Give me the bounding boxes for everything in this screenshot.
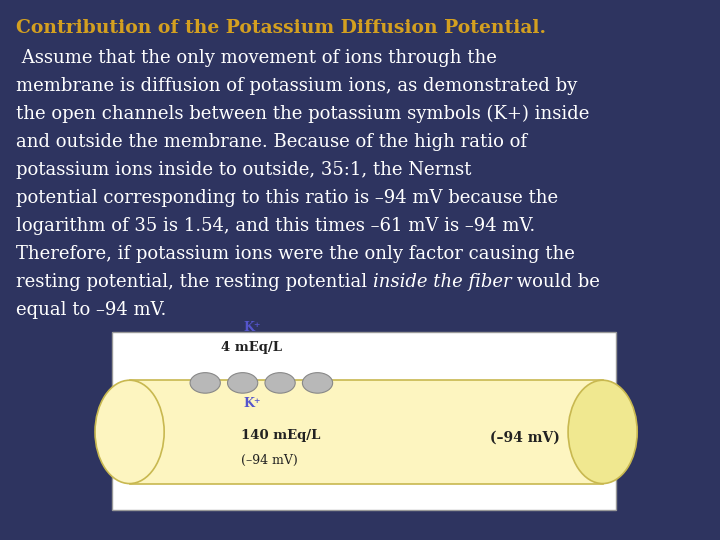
Ellipse shape — [302, 373, 333, 393]
Text: would be: would be — [511, 273, 600, 291]
Text: Therefore, if potassium ions were the only factor causing the: Therefore, if potassium ions were the on… — [16, 245, 575, 263]
Text: and outside the membrane. Because of the high ratio of: and outside the membrane. Because of the… — [16, 133, 527, 151]
Ellipse shape — [568, 380, 637, 484]
Text: Assume that the only movement of ions through the: Assume that the only movement of ions th… — [16, 49, 497, 66]
Ellipse shape — [265, 373, 295, 393]
Ellipse shape — [190, 373, 220, 393]
Text: logarithm of 35 is 1.54, and this times –61 mV is –94 mV.: logarithm of 35 is 1.54, and this times … — [16, 217, 535, 235]
Text: K⁺: K⁺ — [243, 397, 261, 410]
Text: 140 mEq/L: 140 mEq/L — [241, 429, 320, 442]
Bar — [112, 332, 616, 510]
Text: the open channels between the potassium symbols (K+) inside: the open channels between the potassium … — [16, 105, 589, 123]
Ellipse shape — [228, 373, 258, 393]
Text: equal to –94 mV.: equal to –94 mV. — [16, 301, 166, 319]
Text: resting potential, the resting potential: resting potential, the resting potential — [16, 273, 373, 291]
Text: (–94 mV): (–94 mV) — [490, 430, 559, 444]
Bar — [130, 380, 603, 484]
Text: Contribution of the Potassium Diffusion Potential.: Contribution of the Potassium Diffusion … — [16, 19, 546, 37]
Text: K⁺: K⁺ — [243, 321, 261, 334]
Text: potassium ions inside to outside, 35:1, the Nernst: potassium ions inside to outside, 35:1, … — [16, 161, 471, 179]
Text: inside the fiber: inside the fiber — [373, 273, 511, 291]
Text: (–94 mV): (–94 mV) — [241, 454, 298, 467]
Text: 4 mEq/L: 4 mEq/L — [222, 341, 282, 354]
Ellipse shape — [95, 380, 164, 484]
Text: potential corresponding to this ratio is –94 mV because the: potential corresponding to this ratio is… — [16, 189, 558, 207]
Text: membrane is diffusion of potassium ions, as demonstrated by: membrane is diffusion of potassium ions,… — [16, 77, 577, 94]
